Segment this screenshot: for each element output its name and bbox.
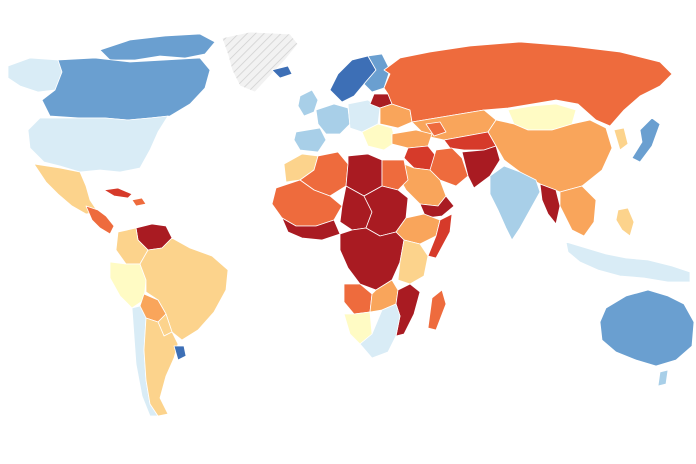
- region-argentina[interactable]: [143, 317, 179, 417]
- region-myanmar[interactable]: [539, 183, 561, 225]
- region-uk-ireland[interactable]: [297, 89, 319, 117]
- region-china[interactable]: [487, 119, 613, 193]
- region-somalia[interactable]: [427, 213, 453, 259]
- region-greenland[interactable]: [221, 31, 299, 93]
- region-hispaniola[interactable]: [131, 197, 147, 207]
- region-south-africa[interactable]: [359, 303, 401, 359]
- region-japan[interactable]: [631, 117, 661, 163]
- region-indochina[interactable]: [559, 185, 597, 237]
- region-turkey[interactable]: [391, 129, 433, 149]
- region-alaska[interactable]: [7, 57, 63, 93]
- region-peru-bolivia[interactable]: [109, 261, 147, 309]
- region-east-africa[interactable]: [397, 239, 429, 285]
- region-iberia[interactable]: [293, 127, 327, 153]
- region-central-america[interactable]: [85, 205, 115, 235]
- region-new-zealand[interactable]: [657, 369, 669, 387]
- region-russia[interactable]: [383, 41, 673, 127]
- region-brazil[interactable]: [139, 237, 229, 341]
- region-iceland[interactable]: [271, 65, 293, 79]
- region-uruguay[interactable]: [173, 345, 187, 361]
- region-cuba[interactable]: [103, 187, 133, 199]
- region-caucasus[interactable]: [425, 121, 447, 137]
- region-afghanistan-pakistan[interactable]: [461, 145, 501, 189]
- region-australia[interactable]: [599, 289, 695, 367]
- region-angola[interactable]: [343, 283, 373, 315]
- region-philippines[interactable]: [615, 207, 635, 237]
- region-india[interactable]: [489, 165, 541, 241]
- region-madagascar[interactable]: [427, 289, 447, 331]
- region-finland[interactable]: [363, 53, 391, 93]
- region-western-europe[interactable]: [315, 103, 351, 135]
- region-korea[interactable]: [613, 127, 629, 151]
- region-indonesia[interactable]: [565, 241, 691, 283]
- region-canadian-arctic[interactable]: [99, 33, 216, 61]
- region-mozambique[interactable]: [395, 283, 421, 337]
- region-canada[interactable]: [41, 57, 211, 121]
- region-central-africa[interactable]: [339, 227, 405, 291]
- region-egypt[interactable]: [381, 159, 409, 191]
- region-usa[interactable]: [27, 115, 169, 173]
